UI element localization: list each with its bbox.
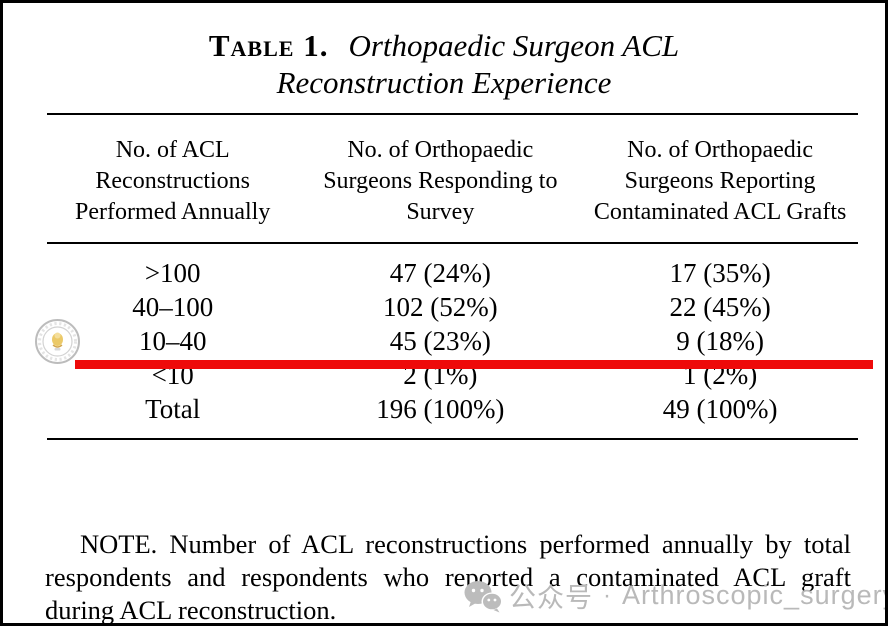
cell-contaminated: 9 (18%) — [676, 326, 764, 356]
table-row-total: Total 196 (100%) 49 (100%) — [47, 392, 858, 440]
cell-responding: 102 (52%) — [382, 292, 498, 322]
seal-watermark-icon — [34, 318, 81, 365]
column-header-responding: No. of Orthopaedic Surgeons Responding t… — [298, 114, 583, 244]
cell-responding: 196 (100%) — [298, 392, 583, 440]
watermark-separator: · — [603, 581, 612, 609]
table-title-text: Orthopaedic Surgeon ACL — [348, 28, 680, 63]
column-header-contaminated: No. of Orthopaedic Surgeons Reporting Co… — [582, 114, 858, 244]
cell-range: >100 — [144, 258, 201, 288]
red-highlight-line — [75, 360, 873, 369]
table-title: Table 1. Orthopaedic Surgeon ACL Reconstr… — [3, 27, 885, 101]
cell-range: 10–40 — [138, 326, 207, 356]
column-header-reconstructions: No. of ACL Reconstructions Performed Ann… — [47, 114, 299, 244]
acl-table: No. of ACL Reconstructions Performed Ann… — [47, 113, 858, 440]
cell-range: 40–100 — [132, 292, 214, 322]
table-number-label: Table 1. — [208, 28, 329, 63]
table-row: >100 47 (24%) 17 (35%) — [47, 243, 858, 290]
wechat-account-name: Arthroscopic_surgery — [622, 580, 888, 610]
cell-range: Total — [47, 392, 299, 440]
table-title-line1: Table 1. Orthopaedic Surgeon ACL — [3, 27, 885, 64]
cell-contaminated: 49 (100%) — [582, 392, 858, 440]
cell-responding: 45 (23%) — [389, 326, 491, 356]
wechat-platform-label: 公众号 — [509, 583, 593, 613]
table-row: 10–40 45 (23%) 9 (18%) — [47, 324, 858, 358]
cell-responding: 47 (24%) — [389, 258, 491, 288]
cell-contaminated: 17 (35%) — [669, 258, 771, 288]
cell-contaminated: 22 (45%) — [669, 292, 771, 322]
table-title-line2: Reconstruction Experience — [276, 65, 612, 100]
wechat-watermark: 公众号 · Arthroscopic_surgery — [463, 576, 888, 615]
table-header-row: No. of ACL Reconstructions Performed Ann… — [47, 114, 858, 244]
table-row-highlighted: 40–100 102 (52%) 22 (45%) — [47, 290, 858, 324]
wechat-icon — [464, 580, 503, 612]
table-note: NOTE. Number of ACL reconstructions perf… — [45, 528, 851, 625]
